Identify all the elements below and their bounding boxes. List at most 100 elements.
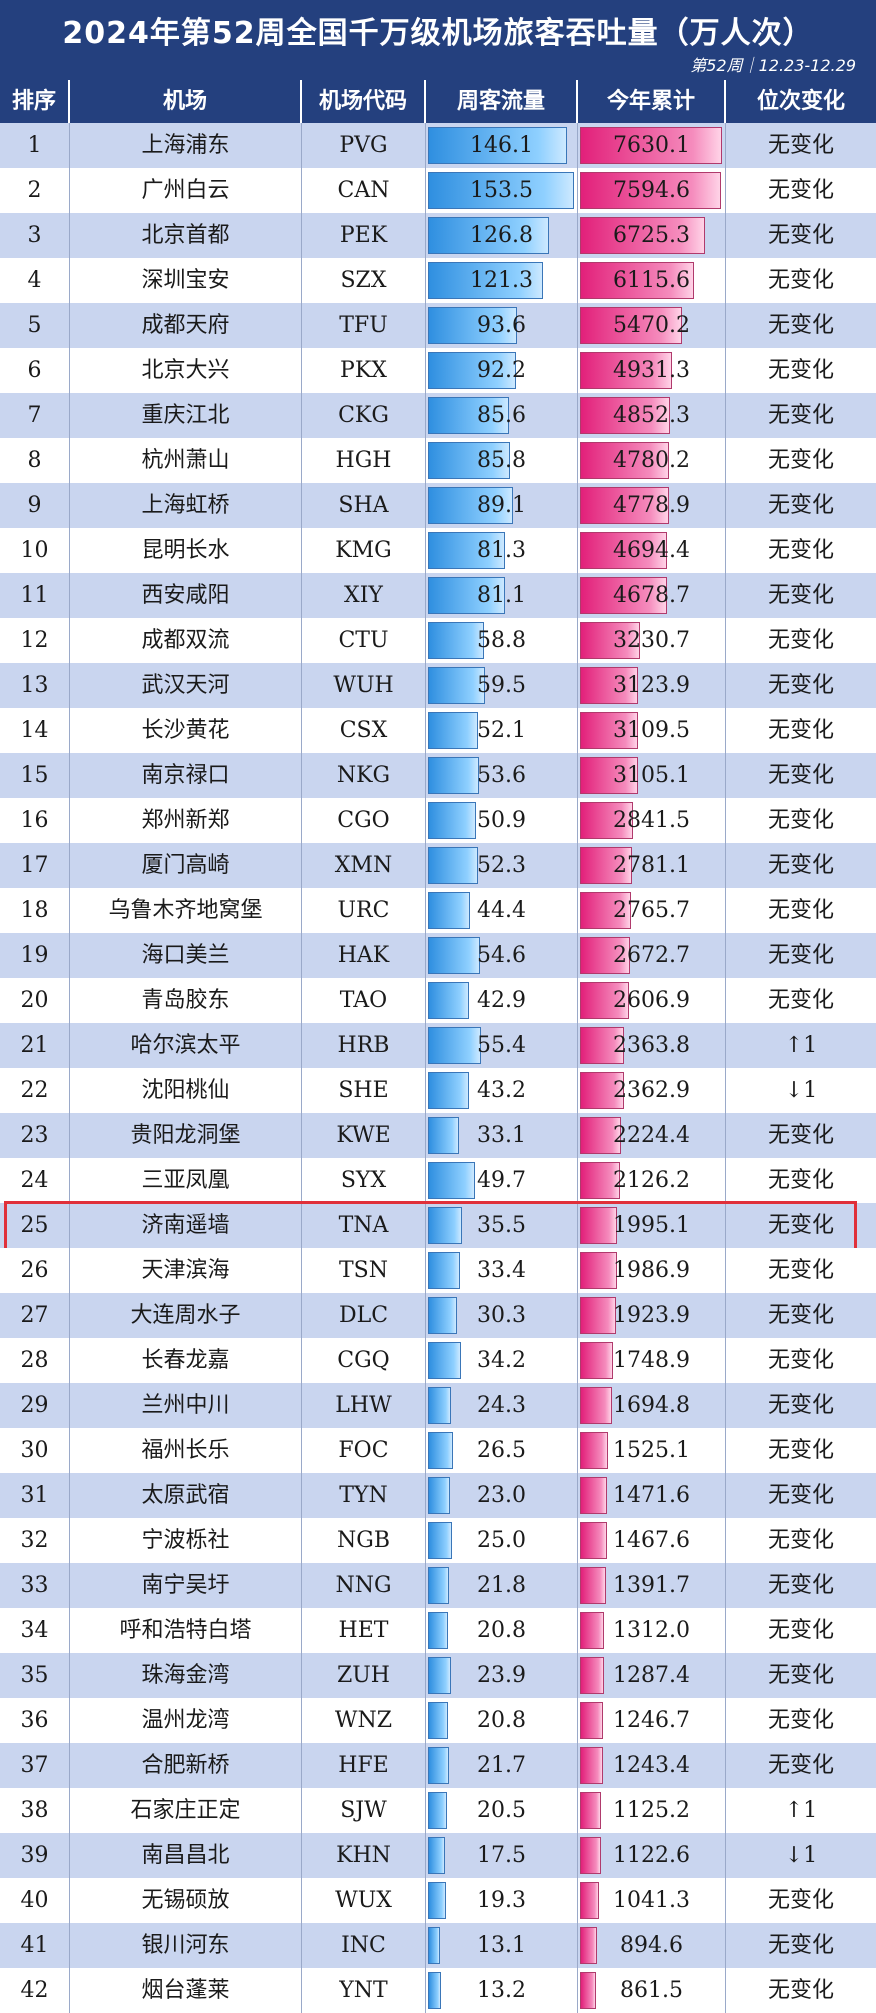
- airport-name-cell: 广州白云: [70, 168, 302, 213]
- ytd-bar-cell: 1995.1: [578, 1203, 726, 1248]
- rank-change-cell: 无变化: [767, 988, 834, 1013]
- rank-cell: 26: [0, 1248, 70, 1293]
- ytd-bar-cell: 1748.9: [578, 1338, 726, 1383]
- ytd-bar-cell: 1923.9: [578, 1293, 726, 1338]
- rank-change-cell: 无变化: [767, 718, 834, 743]
- ytd-bar-cell: 1243.4: [578, 1743, 726, 1788]
- table-row: 23 贵阳龙洞堡 KWE 33.1 2224.4 无变化: [0, 1113, 876, 1158]
- rank-change-cell: ↑1: [784, 1033, 818, 1058]
- rank-change-cell: 无变化: [767, 808, 834, 833]
- ytd-bar-cell: 1122.6: [578, 1833, 726, 1878]
- ytd-value: 4778.9: [613, 493, 690, 518]
- ytd-value: 2841.5: [613, 808, 690, 833]
- ytd-value: 2224.4: [613, 1123, 690, 1148]
- ytd-value: 3109.5: [613, 718, 690, 743]
- weekly-value: 34.2: [477, 1348, 526, 1373]
- airport-name-cell: 深圳宝安: [70, 258, 302, 303]
- weekly-bar: [428, 1567, 449, 1604]
- ytd-value: 2672.7: [613, 943, 690, 968]
- header-rank: 排序: [0, 80, 70, 123]
- ytd-bar: [580, 487, 669, 524]
- header-weekly: 周客流量: [426, 80, 578, 123]
- ytd-bar: [580, 1162, 620, 1199]
- weekly-value: 52.1: [477, 718, 526, 743]
- airport-code-cell: SZX: [302, 258, 426, 303]
- ytd-bar: [580, 1747, 604, 1784]
- weekly-value: 153.5: [470, 178, 533, 203]
- weekly-bar: [428, 1477, 450, 1514]
- ytd-value: 1391.7: [613, 1573, 690, 1598]
- ytd-bar-cell: 2672.7: [578, 933, 726, 978]
- ytd-value: 4678.7: [613, 583, 690, 608]
- weekly-bar: [428, 577, 506, 614]
- rank-cell: 42: [0, 1968, 70, 2013]
- ytd-bar: [580, 352, 672, 389]
- table-row: 35 珠海金湾 ZUH 23.9 1287.4 无变化: [0, 1653, 876, 1698]
- ytd-bar-cell: 6115.6: [578, 258, 726, 303]
- table-row: 3 北京首都 PEK 126.8 6725.3 无变化: [0, 213, 876, 258]
- airport-code-cell: PEK: [302, 213, 426, 258]
- table-row: 42 烟台蓬莱 YNT 13.2 861.5 无变化: [0, 1968, 876, 2013]
- airport-name-cell: 武汉天河: [70, 663, 302, 708]
- ytd-bar: [580, 1252, 617, 1289]
- weekly-bar-cell: 24.3: [426, 1383, 578, 1428]
- rank-change-cell: 无变化: [767, 223, 834, 248]
- rank-change-cell: 无变化: [767, 673, 834, 698]
- table-row: 14 长沙黄花 CSX 52.1 3109.5 无变化: [0, 708, 876, 753]
- table-header: 排序 机场 机场代码 周客流量 今年累计 位次变化: [0, 80, 876, 123]
- weekly-bar-cell: 13.1: [426, 1923, 578, 1968]
- table-row: 9 上海虹桥 SHA 89.1 4778.9 无变化: [0, 483, 876, 528]
- airport-code-cell: CGQ: [302, 1338, 426, 1383]
- airport-name-cell: 兰州中川: [70, 1383, 302, 1428]
- rank-change-cell: 无变化: [767, 1348, 834, 1373]
- ytd-value: 1471.6: [613, 1483, 690, 1508]
- airport-code-cell: HGH: [302, 438, 426, 483]
- rank-change-cell: 无变化: [767, 1213, 834, 1238]
- rank-change-cell: 无变化: [767, 1978, 834, 2003]
- rank-cell: 19: [0, 933, 70, 978]
- weekly-bar-cell: 17.5: [426, 1833, 578, 1878]
- rank-cell: 38: [0, 1788, 70, 1833]
- weekly-bar-cell: 23.0: [426, 1473, 578, 1518]
- airport-code-cell: NKG: [302, 753, 426, 798]
- airport-name-cell: 银川河东: [70, 1923, 302, 1968]
- rank-change-cell: 无变化: [767, 1123, 834, 1148]
- rank-change-cell: 无变化: [767, 1528, 834, 1553]
- weekly-bar-cell: 81.3: [426, 528, 578, 573]
- rank-cell: 13: [0, 663, 70, 708]
- ytd-bar: [580, 622, 641, 659]
- ytd-bar-cell: 1471.6: [578, 1473, 726, 1518]
- airport-name-cell: 哈尔滨太平: [70, 1023, 302, 1068]
- weekly-bar-cell: 20.5: [426, 1788, 578, 1833]
- ytd-bar-cell: 2362.9: [578, 1068, 726, 1113]
- ytd-value: 861.5: [620, 1978, 683, 2003]
- weekly-bar-cell: 21.7: [426, 1743, 578, 1788]
- table-row: 19 海口美兰 HAK 54.6 2672.7 无变化: [0, 933, 876, 978]
- rank-cell: 17: [0, 843, 70, 888]
- ytd-bar-cell: 1986.9: [578, 1248, 726, 1293]
- ytd-bar: [580, 1792, 601, 1829]
- table-row: 10 昆明长水 KMG 81.3 4694.4 无变化: [0, 528, 876, 573]
- airport-code-cell: DLC: [302, 1293, 426, 1338]
- weekly-value: 35.5: [477, 1213, 526, 1238]
- weekly-bar: [428, 1522, 452, 1559]
- ytd-bar-cell: 3105.1: [578, 753, 726, 798]
- rank-cell: 3: [0, 213, 70, 258]
- weekly-bar: [428, 1747, 449, 1784]
- table-row: 17 厦门高崎 XMN 52.3 2781.1 无变化: [0, 843, 876, 888]
- table-row: 24 三亚凤凰 SYX 49.7 2126.2 无变化: [0, 1158, 876, 1203]
- rank-cell: 23: [0, 1113, 70, 1158]
- ytd-value: 4780.2: [613, 448, 690, 473]
- weekly-bar-cell: 54.6: [426, 933, 578, 978]
- airport-code-cell: HRB: [302, 1023, 426, 1068]
- ytd-bar: [580, 1477, 608, 1514]
- weekly-bar-cell: 34.2: [426, 1338, 578, 1383]
- ytd-value: 1525.1: [613, 1438, 690, 1463]
- table-row: 27 大连周水子 DLC 30.3 1923.9 无变化: [0, 1293, 876, 1338]
- airport-code-cell: ZUH: [302, 1653, 426, 1698]
- table-row: 39 南昌昌北 KHN 17.5 1122.6 ↓1: [0, 1833, 876, 1878]
- ytd-bar: [580, 127, 722, 164]
- table-row: 30 福州长乐 FOC 26.5 1525.1 无变化: [0, 1428, 876, 1473]
- ytd-bar-cell: 4694.4: [578, 528, 726, 573]
- rank-cell: 24: [0, 1158, 70, 1203]
